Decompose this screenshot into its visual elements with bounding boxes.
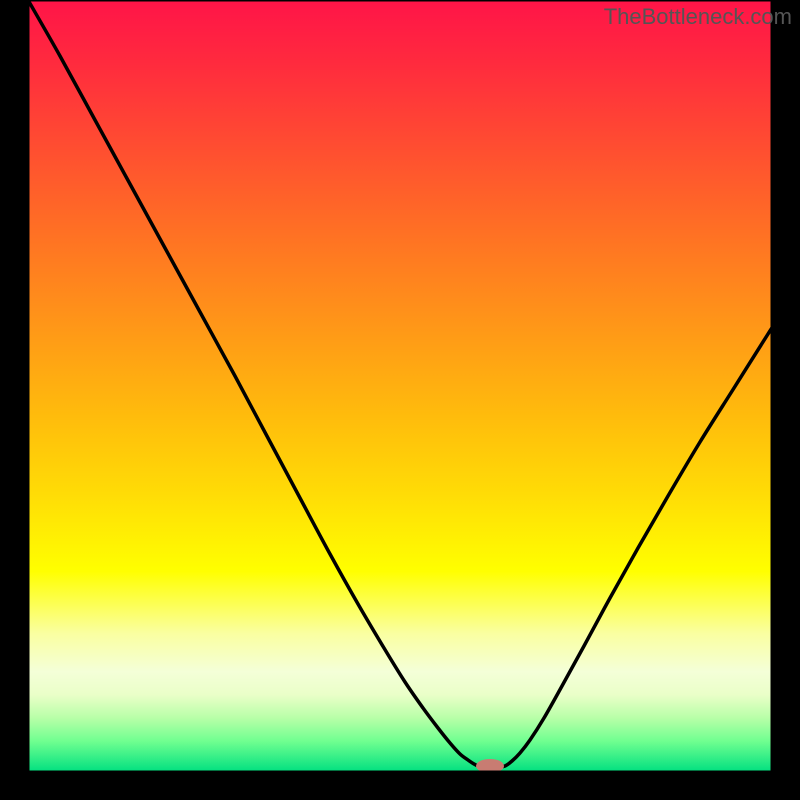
chart-container: TheBottleneck.com [0,0,800,800]
watermark-text: TheBottleneck.com [604,4,792,30]
bottleneck-chart [0,0,800,800]
plot-background [28,0,772,772]
